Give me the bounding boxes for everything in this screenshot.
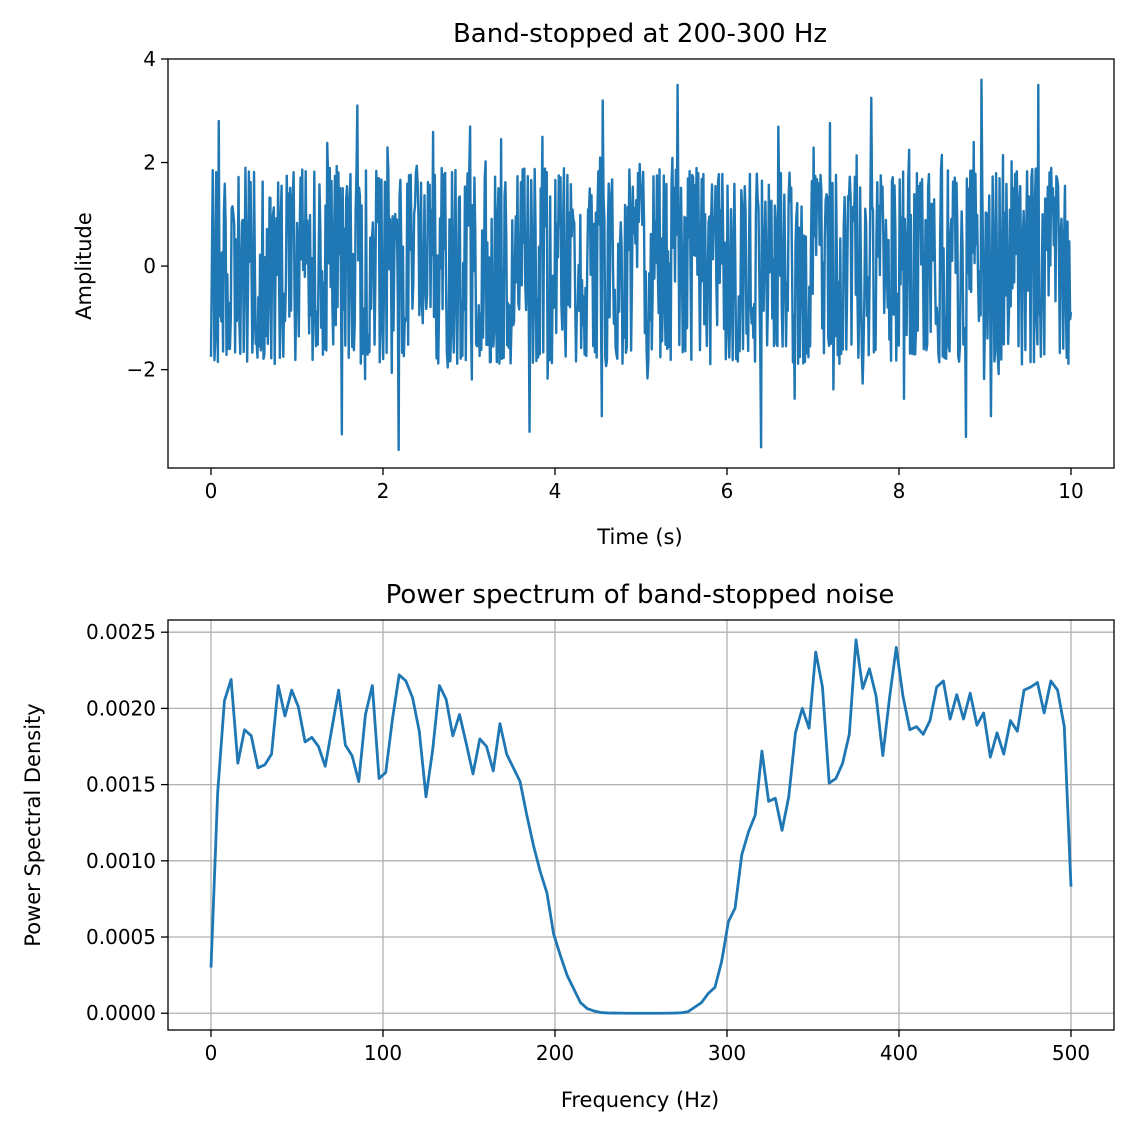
x-tick-label: 0 [205, 1041, 218, 1065]
series-group [209, 78, 1073, 452]
x-tick-label: 400 [880, 1041, 918, 1065]
y-tick-label: 0 [143, 254, 156, 278]
axes-frame [167, 619, 1115, 1031]
y-tick-label: 0.0025 [86, 620, 156, 644]
y-tick-label: 0.0020 [86, 696, 156, 720]
x-tick-label: 6 [721, 479, 734, 503]
x-tick-label: 2 [377, 479, 390, 503]
power-spectrum-plot: Power spectrum of band-stopped noise 0 10… [21, 580, 1115, 1112]
axes-frame [167, 58, 1115, 469]
grid-group [168, 620, 1114, 1030]
y-tick-label: 0.0000 [86, 1001, 156, 1025]
y-tick-label: 0.0015 [86, 773, 156, 797]
x-tick-label: 10 [1058, 479, 1083, 503]
x-tick-label: 200 [536, 1041, 574, 1065]
x-tick-label: 8 [893, 479, 906, 503]
y-tick-label: 2 [143, 151, 156, 175]
y-tick-label: −2 [127, 358, 156, 382]
chart-title: Band-stopped at 200-300 Hz [453, 19, 827, 49]
tick-group: 0 100 200 300 400 500 0.0000 0.0005 0.0010 0.0015… [86, 620, 1090, 1065]
x-tick-label: 4 [549, 479, 562, 503]
series-group [209, 638, 1073, 1015]
x-tick-label: 0 [205, 479, 218, 503]
x-axis-label: Time (s) [596, 525, 682, 549]
x-tick-label: 500 [1052, 1041, 1090, 1065]
y-tick-label: 4 [143, 47, 156, 71]
chart-title: Power spectrum of band-stopped noise [386, 580, 895, 610]
y-axis-label: Amplitude [72, 212, 96, 320]
x-tick-label: 300 [708, 1041, 746, 1065]
series-line-signal [209, 78, 1073, 452]
x-axis-label: Frequency (Hz) [561, 1088, 719, 1112]
y-axis-label: Power Spectral Density [21, 703, 45, 946]
y-tick-label: 0.0005 [86, 925, 156, 949]
time-domain-plot: Band-stopped at 200-300 Hz 0 2 4 6 8 10−2024 … [72, 19, 1115, 549]
tick-group: 0 2 4 6 8 10 −2 0 2 4 [127, 47, 1084, 503]
series-line-psd [209, 638, 1073, 1015]
y-tick-label: 0.0010 [86, 849, 156, 873]
x-tick-label: 100 [364, 1041, 402, 1065]
